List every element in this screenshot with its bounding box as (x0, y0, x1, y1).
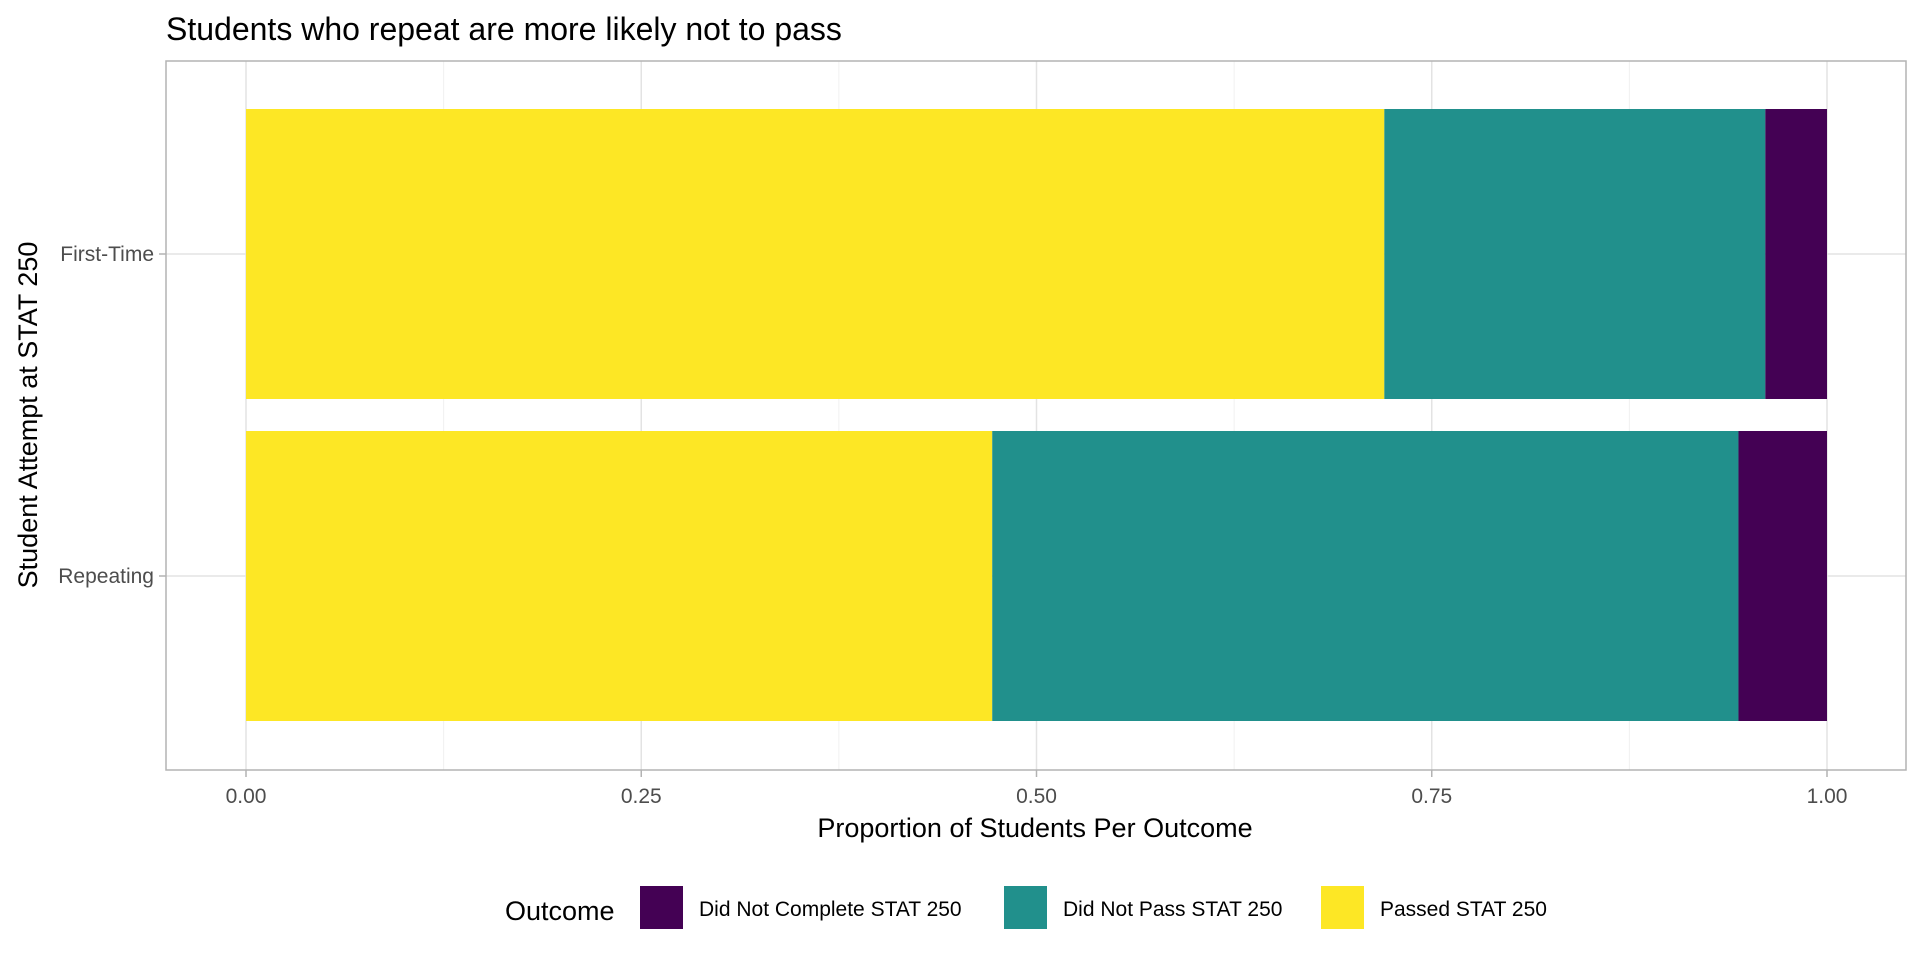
bar-repeating-did-not-complete-stat-250 (1738, 431, 1827, 721)
bar-repeating-passed-stat-250 (246, 431, 993, 721)
x-axis: 0.00 0.25 0.50 0.75 1.00 (226, 770, 1848, 808)
legend-label: Passed STAT 250 (1380, 898, 1547, 921)
legend-label: Did Not Pass STAT 250 (1063, 898, 1282, 921)
bar-repeating-did-not-pass-stat-250 (992, 431, 1739, 721)
x-tick-label: 0.00 (226, 785, 267, 808)
x-axis-title: Proportion of Students Per Outcome (817, 813, 1252, 843)
legend-title: Outcome (505, 896, 615, 926)
x-tick-label: 0.75 (1411, 785, 1452, 808)
legend-key (1004, 886, 1047, 929)
y-tick-label: First-Time (60, 243, 154, 266)
chart-title: Students who repeat are more likely not … (166, 11, 842, 47)
y-tick-label: Repeating (58, 565, 154, 588)
bar-first-time-did-not-pass-stat-250 (1384, 109, 1766, 399)
bar-first-time-passed-stat-250 (246, 109, 1385, 399)
bars (246, 109, 1827, 721)
legend-label: Did Not Complete STAT 250 (699, 898, 962, 921)
x-tick-label: 1.00 (1807, 785, 1848, 808)
x-tick-label: 0.25 (621, 785, 662, 808)
bar-first-time-did-not-complete-stat-250 (1765, 109, 1827, 399)
x-tick-label: 0.50 (1016, 785, 1057, 808)
legend: Outcome Did Not Complete STAT 250 Did Not… (505, 886, 1547, 929)
legend-key (640, 886, 683, 929)
y-axis: First-Time Repeating (58, 243, 166, 588)
y-axis-title: Student Attempt at STAT 250 (13, 242, 43, 589)
legend-key (1321, 886, 1364, 929)
